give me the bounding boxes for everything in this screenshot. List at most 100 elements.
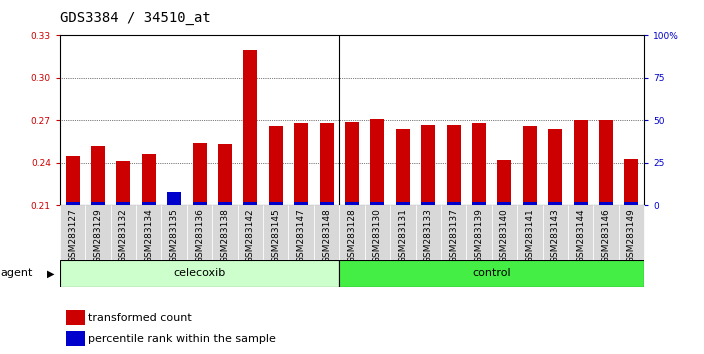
Text: GSM283148: GSM283148 [322, 208, 331, 263]
Bar [370, 119, 384, 205]
Bar [491, 205, 517, 260]
Bar [193, 202, 206, 205]
Bar [345, 122, 359, 205]
Bar [574, 202, 588, 205]
Bar [65, 331, 85, 346]
Bar [568, 205, 593, 260]
Bar [543, 205, 568, 260]
Bar [294, 123, 308, 205]
Bar [446, 202, 460, 205]
Bar [396, 129, 410, 205]
Bar [396, 202, 410, 205]
Bar [574, 120, 588, 205]
Bar [320, 202, 334, 205]
Bar [218, 202, 232, 205]
Text: GSM283147: GSM283147 [296, 208, 306, 263]
Bar [167, 200, 181, 205]
Bar [60, 205, 85, 260]
Bar [213, 205, 238, 260]
Text: GSM283137: GSM283137 [449, 208, 458, 263]
Bar [289, 205, 314, 260]
Bar [421, 125, 435, 205]
Text: ▶: ▶ [47, 268, 55, 279]
Bar [370, 202, 384, 205]
Bar [244, 50, 258, 205]
Text: GDS3384 / 34510_at: GDS3384 / 34510_at [60, 11, 210, 25]
Bar [116, 202, 130, 205]
Bar [517, 205, 543, 260]
Bar [116, 161, 130, 205]
Text: GSM283129: GSM283129 [94, 208, 103, 263]
Bar [548, 129, 562, 205]
Bar [91, 202, 105, 205]
Text: control: control [472, 268, 511, 279]
Bar [619, 205, 644, 260]
Bar [523, 126, 537, 205]
Text: GSM283142: GSM283142 [246, 208, 255, 263]
Text: GSM283128: GSM283128 [348, 208, 356, 263]
Bar [85, 205, 111, 260]
Bar [142, 154, 156, 205]
Bar [269, 126, 283, 205]
Bar [599, 202, 613, 205]
Bar [446, 125, 460, 205]
Bar [548, 202, 562, 205]
Text: GSM283138: GSM283138 [220, 208, 230, 263]
Bar [421, 202, 435, 205]
Bar [65, 310, 85, 325]
Text: GSM283127: GSM283127 [68, 208, 77, 263]
Text: GSM283133: GSM283133 [424, 208, 433, 263]
Bar [218, 144, 232, 205]
Bar [472, 123, 486, 205]
Bar [161, 205, 187, 260]
Bar [523, 202, 537, 205]
Text: transformed count: transformed count [89, 313, 192, 322]
Bar [263, 205, 289, 260]
Bar [320, 123, 334, 205]
Text: GSM283143: GSM283143 [551, 208, 560, 263]
Bar [60, 260, 339, 287]
Bar [624, 159, 639, 205]
Bar [167, 192, 181, 205]
Bar [142, 202, 156, 205]
Text: celecoxib: celecoxib [173, 268, 226, 279]
Bar [65, 156, 80, 205]
Text: GSM283144: GSM283144 [576, 208, 585, 263]
Bar [339, 260, 644, 287]
Bar [441, 205, 466, 260]
Text: GSM283131: GSM283131 [398, 208, 408, 263]
Text: GSM283136: GSM283136 [195, 208, 204, 263]
Bar [498, 202, 511, 205]
Bar [65, 202, 80, 205]
Bar [193, 143, 206, 205]
Bar [111, 205, 136, 260]
Text: agent: agent [1, 268, 33, 279]
Text: GSM283140: GSM283140 [500, 208, 509, 263]
Bar [472, 202, 486, 205]
Text: GSM283134: GSM283134 [144, 208, 153, 263]
Bar [294, 202, 308, 205]
Bar [91, 146, 105, 205]
Bar [466, 205, 491, 260]
Bar [593, 205, 619, 260]
Bar [339, 205, 365, 260]
Bar [498, 160, 511, 205]
Bar [624, 202, 639, 205]
Bar [599, 120, 613, 205]
Bar [244, 202, 258, 205]
Bar [314, 205, 339, 260]
Bar [269, 202, 283, 205]
Text: GSM283145: GSM283145 [271, 208, 280, 263]
Text: GSM283141: GSM283141 [525, 208, 534, 263]
Text: GSM283135: GSM283135 [170, 208, 179, 263]
Text: GSM283149: GSM283149 [627, 208, 636, 263]
Bar [187, 205, 213, 260]
Bar [345, 202, 359, 205]
Text: GSM283139: GSM283139 [474, 208, 484, 263]
Text: percentile rank within the sample: percentile rank within the sample [89, 334, 277, 344]
Bar [238, 205, 263, 260]
Bar [415, 205, 441, 260]
Bar [390, 205, 415, 260]
Text: GSM283132: GSM283132 [119, 208, 128, 263]
Bar [136, 205, 161, 260]
